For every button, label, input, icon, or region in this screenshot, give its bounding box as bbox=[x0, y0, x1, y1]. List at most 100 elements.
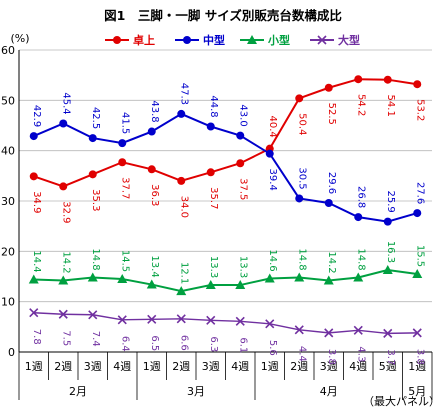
data-label: 6.3 bbox=[208, 336, 219, 352]
data-label: 3.7 bbox=[385, 349, 396, 365]
x-tick-label: 1週 bbox=[261, 360, 279, 373]
data-point bbox=[354, 75, 363, 84]
data-label: 26.8 bbox=[355, 186, 366, 208]
data-point bbox=[176, 314, 186, 324]
legend-marker bbox=[247, 35, 257, 44]
data-point bbox=[235, 280, 246, 290]
x-tick-label: 3週 bbox=[320, 360, 338, 373]
data-label: 12.1 bbox=[178, 262, 189, 284]
y-tick-label: 0 bbox=[8, 346, 15, 359]
data-point bbox=[206, 122, 215, 131]
data-point bbox=[147, 314, 157, 324]
series-layer: 34.9 32.9 35.3 37.7 36.3 34.0 35.7 37.5 40.4 50.4… bbox=[28, 75, 425, 365]
data-point bbox=[177, 176, 186, 185]
x-tick-label: 1週 bbox=[25, 360, 43, 373]
data-label: 7.4 bbox=[90, 331, 101, 347]
data-label: 25.9 bbox=[385, 191, 396, 213]
grid bbox=[19, 49, 432, 353]
data-label: 14.8 bbox=[355, 248, 366, 270]
data-label: 35.3 bbox=[90, 189, 101, 211]
data-label: 54.2 bbox=[355, 94, 366, 116]
data-point bbox=[29, 172, 38, 181]
data-label: 14.6 bbox=[267, 249, 278, 271]
data-point bbox=[324, 328, 334, 338]
data-point bbox=[353, 325, 363, 335]
data-label: 34.0 bbox=[178, 196, 189, 218]
data-label: 4.3 bbox=[355, 346, 366, 362]
data-label: 40.4 bbox=[267, 116, 278, 138]
data-label: 6.5 bbox=[149, 335, 160, 351]
x-tick-label: 3週 bbox=[202, 360, 220, 373]
data-point bbox=[58, 275, 69, 285]
data-label: 14.2 bbox=[326, 251, 337, 273]
data-label: 14.5 bbox=[119, 250, 130, 272]
data-point bbox=[354, 213, 363, 222]
y-axis-unit: (%) bbox=[10, 32, 29, 45]
data-label: 47.3 bbox=[178, 83, 189, 105]
data-point bbox=[29, 308, 39, 318]
data-point bbox=[206, 168, 215, 177]
data-label: 15.5 bbox=[414, 245, 425, 267]
x-tick-label: 4週 bbox=[349, 360, 367, 373]
data-label: 54.1 bbox=[385, 95, 396, 117]
x-tick-label: 4週 bbox=[113, 360, 131, 373]
month-label: 5月 bbox=[408, 385, 426, 398]
data-point bbox=[236, 159, 245, 168]
data-point bbox=[413, 80, 422, 89]
data-point bbox=[118, 139, 127, 148]
data-point bbox=[176, 286, 187, 296]
data-label: 14.4 bbox=[31, 250, 42, 272]
data-point bbox=[413, 209, 422, 218]
data-label: 16.3 bbox=[385, 241, 396, 263]
data-label: 6.1 bbox=[237, 337, 248, 353]
legend-label: 大型 bbox=[338, 33, 360, 47]
data-label: 42.9 bbox=[31, 105, 42, 127]
legend-marker bbox=[113, 36, 121, 44]
data-point bbox=[177, 109, 186, 118]
axes: 0 10 20 30 40 50 60 2月 3月 4月 5月 1週 2週 3週 4週 1週 2週 3週 4週 1週 2… bbox=[1, 44, 433, 400]
data-point bbox=[324, 83, 333, 92]
data-point bbox=[146, 279, 157, 289]
y-tick-label: 10 bbox=[1, 296, 15, 309]
data-point bbox=[235, 316, 245, 326]
data-label: 6.4 bbox=[119, 336, 130, 352]
data-label: 53.2 bbox=[414, 99, 425, 121]
y-tick-label: 60 bbox=[1, 44, 15, 57]
data-label: 44.8 bbox=[208, 95, 219, 117]
data-label: 3.8 bbox=[414, 349, 425, 365]
month-label: 3月 bbox=[187, 385, 205, 398]
data-point bbox=[58, 309, 68, 319]
data-label: 35.7 bbox=[208, 187, 219, 209]
data-label: 32.9 bbox=[60, 201, 71, 223]
data-label: 7.5 bbox=[60, 330, 71, 346]
x-tick-label: 4週 bbox=[231, 360, 249, 373]
data-point bbox=[87, 272, 98, 282]
x-tick-label: 3週 bbox=[84, 360, 102, 373]
data-point bbox=[294, 272, 305, 282]
data-point bbox=[412, 328, 422, 338]
data-point bbox=[353, 272, 364, 282]
month-label: 4月 bbox=[320, 385, 338, 398]
data-point bbox=[265, 149, 274, 158]
x-tick-label: 1週 bbox=[408, 360, 426, 373]
data-point bbox=[294, 325, 304, 335]
data-label: 43.0 bbox=[237, 104, 248, 126]
data-point bbox=[412, 268, 423, 278]
data-point bbox=[205, 280, 216, 290]
data-label: 13.3 bbox=[208, 256, 219, 278]
series-line bbox=[33, 78, 418, 188]
x-tick-label: 2週 bbox=[290, 360, 308, 373]
data-point bbox=[382, 264, 393, 274]
data-label: 13.4 bbox=[149, 255, 160, 277]
y-tick-label: 40 bbox=[1, 145, 15, 158]
data-label: 37.7 bbox=[119, 177, 130, 199]
legend-marker bbox=[183, 36, 191, 44]
data-label: 13.3 bbox=[237, 256, 248, 278]
y-tick-label: 50 bbox=[1, 94, 15, 107]
data-label: 4.4 bbox=[296, 346, 307, 362]
data-point bbox=[29, 132, 38, 141]
data-label: 42.5 bbox=[90, 107, 101, 129]
data-label: 36.3 bbox=[149, 184, 160, 206]
